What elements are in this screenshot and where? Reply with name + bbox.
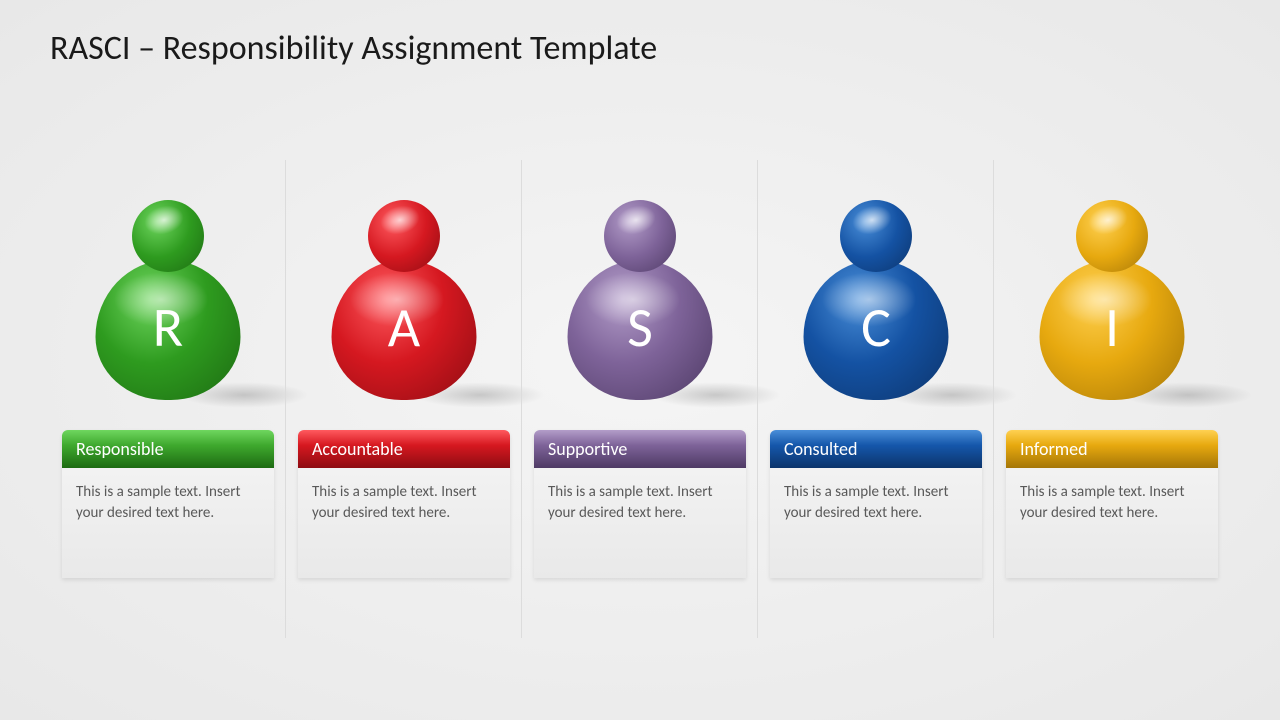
label-box: Supportive This is a sample text. Insert… [534, 430, 746, 578]
pawn-icon: C [801, 200, 951, 400]
label-header: Accountable [298, 430, 510, 468]
label-box: Consulted This is a sample text. Insert … [770, 430, 982, 578]
page-title: RASCI – Responsibility Assignment Templa… [50, 28, 657, 69]
rasci-column-responsible: R Responsible This is a sample text. Ins… [50, 170, 286, 578]
rasci-column-informed: I Informed This is a sample text. Insert… [994, 170, 1230, 578]
pawn-figure: C [770, 170, 982, 400]
pawn-figure: A [298, 170, 510, 400]
label-box: Responsible This is a sample text. Inser… [62, 430, 274, 578]
label-description: This is a sample text. Insert your desir… [298, 468, 510, 578]
pawn-letter: C [801, 294, 951, 362]
rasci-column-consulted: C Consulted This is a sample text. Inser… [758, 170, 994, 578]
label-header: Consulted [770, 430, 982, 468]
label-description: This is a sample text. Insert your desir… [62, 468, 274, 578]
rasci-columns: R Responsible This is a sample text. Ins… [50, 170, 1230, 578]
pawn-icon: R [93, 200, 243, 400]
pawn-letter: I [1037, 294, 1187, 362]
label-header: Responsible [62, 430, 274, 468]
pawn-letter: S [565, 294, 715, 362]
label-description: This is a sample text. Insert your desir… [1006, 468, 1218, 578]
label-box: Accountable This is a sample text. Inser… [298, 430, 510, 578]
pawn-figure: S [534, 170, 746, 400]
label-box: Informed This is a sample text. Insert y… [1006, 430, 1218, 578]
label-description: This is a sample text. Insert your desir… [770, 468, 982, 578]
pawn-figure: R [62, 170, 274, 400]
pawn-icon: S [565, 200, 715, 400]
pawn-letter: R [93, 294, 243, 362]
pawn-letter: A [329, 294, 479, 362]
rasci-column-supportive: S Supportive This is a sample text. Inse… [522, 170, 758, 578]
label-description: This is a sample text. Insert your desir… [534, 468, 746, 578]
pawn-figure: I [1006, 170, 1218, 400]
rasci-column-accountable: A Accountable This is a sample text. Ins… [286, 170, 522, 578]
label-header: Informed [1006, 430, 1218, 468]
pawn-icon: A [329, 200, 479, 400]
pawn-icon: I [1037, 200, 1187, 400]
label-header: Supportive [534, 430, 746, 468]
